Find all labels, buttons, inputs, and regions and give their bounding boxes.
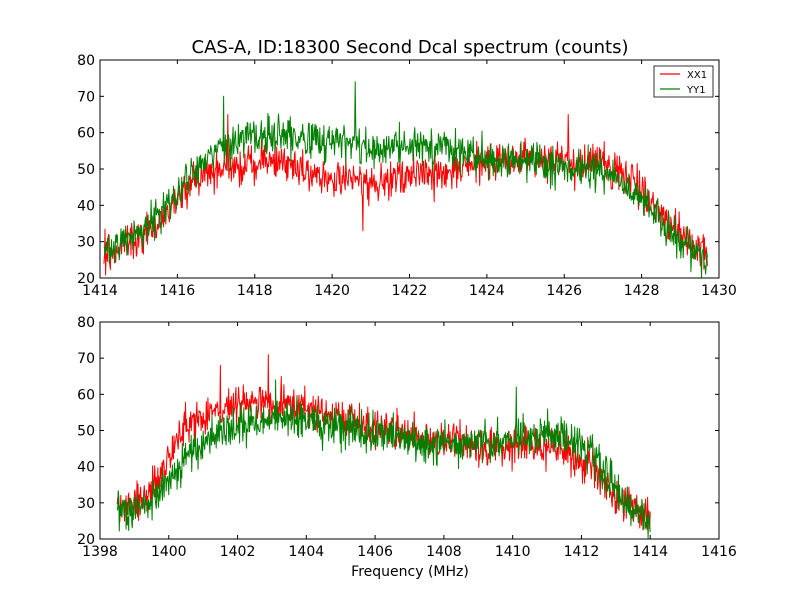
x-tick-label: 1430: [701, 283, 737, 299]
y-tick-label: 30: [77, 235, 95, 251]
y-tick-label: 20: [77, 532, 95, 548]
y-tick-label: 80: [77, 53, 95, 69]
x-tick-label: 1398: [82, 544, 118, 560]
legend: XX1 YY1: [653, 65, 714, 98]
x-tick-label: 1420: [314, 283, 350, 299]
x-tick-label: 1408: [426, 544, 462, 560]
top-ticks: 1414 1416 1418 1420 1422 1424 1426 1428 1430 20 30…: [77, 53, 737, 299]
bottom-subplot: 1398 1400 1402 1404 1406 1408 1410 1412 1414 1416…: [77, 315, 737, 580]
bottom-ticks: 1398 1400 1402 1404 1406 1408 1410 1412 1414 1416…: [77, 315, 737, 560]
series-line-yy1: [103, 81, 708, 278]
x-tick-label: 1424: [469, 283, 505, 299]
legend-label-yy1: YY1: [686, 85, 706, 96]
x-tick-label: 1416: [160, 283, 196, 299]
y-tick-label: 60: [77, 126, 95, 142]
y-tick-label: 50: [77, 424, 95, 440]
y-tick-label: 60: [77, 387, 95, 403]
x-tick-label: 1422: [392, 283, 428, 299]
top-series-layer: [103, 81, 708, 278]
y-tick-label: 40: [77, 460, 95, 476]
top-subplot: CAS-A, ID:18300 Second Dcal spectrum (co…: [77, 37, 737, 299]
x-tick-label: 1426: [546, 283, 582, 299]
y-tick-label: 70: [77, 351, 95, 367]
x-tick-label: 1402: [220, 544, 256, 560]
x-tick-label: 1416: [701, 544, 737, 560]
x-tick-label: 1414: [632, 544, 668, 560]
y-tick-label: 70: [77, 89, 95, 105]
x-tick-label: 1418: [237, 283, 273, 299]
y-tick-label: 30: [77, 496, 95, 512]
x-tick-label: 1406: [357, 544, 393, 560]
x-tick-label: 1428: [624, 283, 660, 299]
x-tick-label: 1414: [82, 283, 118, 299]
x-axis-label: Frequency (MHz): [351, 564, 469, 580]
series-line-yy1: [116, 379, 651, 539]
y-tick-label: 40: [77, 198, 95, 214]
x-tick-label: 1410: [495, 544, 531, 560]
y-tick-label: 50: [77, 162, 95, 178]
bottom-series-layer: [116, 354, 651, 539]
x-tick-label: 1412: [564, 544, 600, 560]
x-tick-label: 1400: [151, 544, 187, 560]
legend-label-xx1: XX1: [687, 70, 707, 81]
x-tick-label: 1404: [289, 544, 325, 560]
y-tick-label: 80: [77, 315, 95, 331]
chart-title: CAS-A, ID:18300 Second Dcal spectrum (co…: [192, 37, 629, 58]
y-tick-label: 20: [77, 271, 95, 287]
legend-box: [653, 65, 714, 98]
